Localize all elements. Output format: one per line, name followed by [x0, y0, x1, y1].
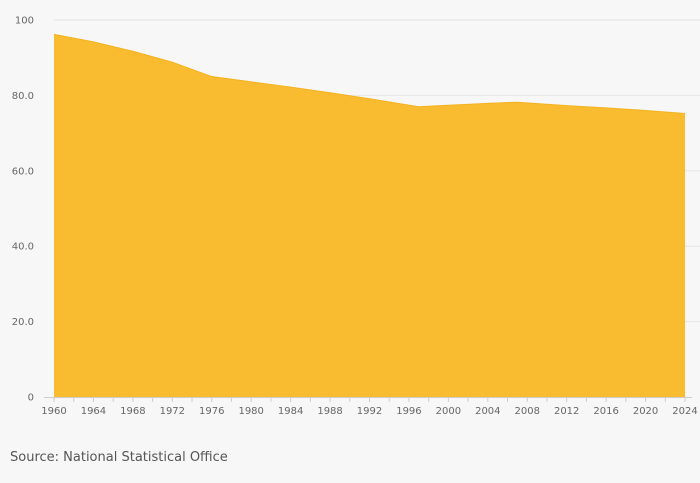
- x-tick-label: 1992: [357, 406, 382, 417]
- x-tick-label: 1996: [396, 406, 421, 417]
- area-series-outline: [53, 33, 686, 114]
- x-tick-label: 2004: [475, 406, 500, 417]
- x-tick-label: 2016: [593, 406, 618, 417]
- x-tick-label: 2000: [436, 406, 461, 417]
- y-axis-ticks: 0 20.0 40.0 60.0 80.0 100: [12, 16, 34, 404]
- y-tick-label: 60.0: [12, 166, 34, 177]
- y-tick-label: 20.0: [12, 317, 34, 328]
- area-chart: 1960 1964 1968 1972 1976 1980 1984 1988 1992 1996…: [12, 16, 700, 417]
- x-tick-label: 1976: [199, 406, 224, 417]
- x-tick-label: 2024: [672, 406, 697, 417]
- x-tick-label: 1964: [81, 406, 106, 417]
- x-tick-label: 2020: [633, 406, 658, 417]
- x-tick-label: 1972: [160, 406, 185, 417]
- x-tick-label: 1980: [238, 406, 263, 417]
- y-tick-label: 80.0: [12, 91, 34, 102]
- y-tick-label: 40.0: [12, 242, 34, 253]
- area-series: [54, 34, 685, 397]
- x-tick-label: 2012: [554, 406, 579, 417]
- x-tick-label: 1960: [41, 406, 66, 417]
- x-tick-label: 1988: [317, 406, 342, 417]
- x-tick-label: 1968: [120, 406, 145, 417]
- source-note: Source: National Statistical Office: [10, 450, 228, 465]
- x-tick-label: 1984: [278, 406, 303, 417]
- y-tick-label: 100: [15, 16, 34, 27]
- x-tick-label: 2008: [515, 406, 540, 417]
- y-tick-label: 0: [28, 393, 34, 404]
- x-axis-ticks: 1960 1964 1968 1972 1976 1980 1984 1988 1992 1996…: [41, 397, 698, 417]
